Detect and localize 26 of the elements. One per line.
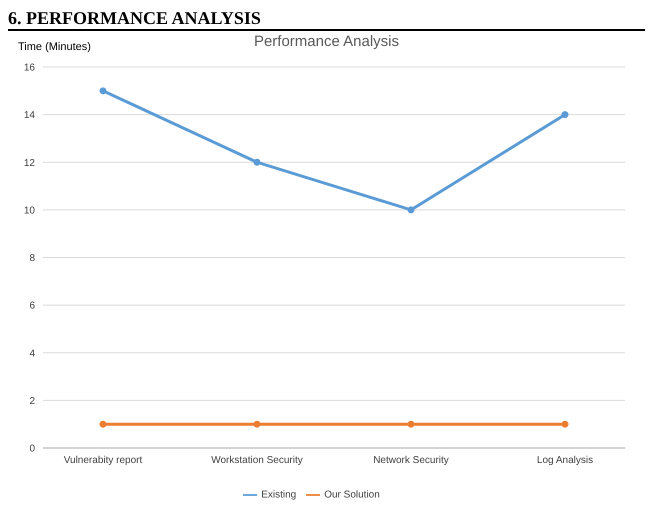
x-tick-label: Workstation Security <box>211 455 303 466</box>
point <box>100 87 106 94</box>
y-tick-label: 6 <box>29 300 36 312</box>
x-tick-label: Log Analysis <box>536 455 594 466</box>
y-tick-label: 4 <box>29 348 36 360</box>
point <box>562 420 568 428</box>
y-axis-title: Time (Minutes) <box>18 41 91 53</box>
point <box>562 111 568 118</box>
legend-label: Existing <box>261 490 296 501</box>
x-tick-label: Network Security <box>373 455 449 466</box>
point <box>408 420 414 428</box>
chart-title: Performance Analysis <box>254 33 400 50</box>
y-tick-label: 8 <box>29 253 36 264</box>
point <box>254 420 260 428</box>
y-tick-label: 12 <box>24 158 36 169</box>
x-tick-label: Vulnerabity report <box>64 455 142 466</box>
y-tick-label: 0 <box>29 444 36 455</box>
legend-label: Our Solution <box>324 490 380 501</box>
y-tick-label: 16 <box>24 62 36 74</box>
y-tick-label: 14 <box>24 110 36 122</box>
point <box>408 206 414 214</box>
point <box>254 158 260 166</box>
y-tick-label: 2 <box>29 396 36 407</box>
point <box>100 420 106 428</box>
y-tick-label: 10 <box>24 205 36 216</box>
text: 6. PERFORMANCE ANALYSIS <box>8 8 645 31</box>
